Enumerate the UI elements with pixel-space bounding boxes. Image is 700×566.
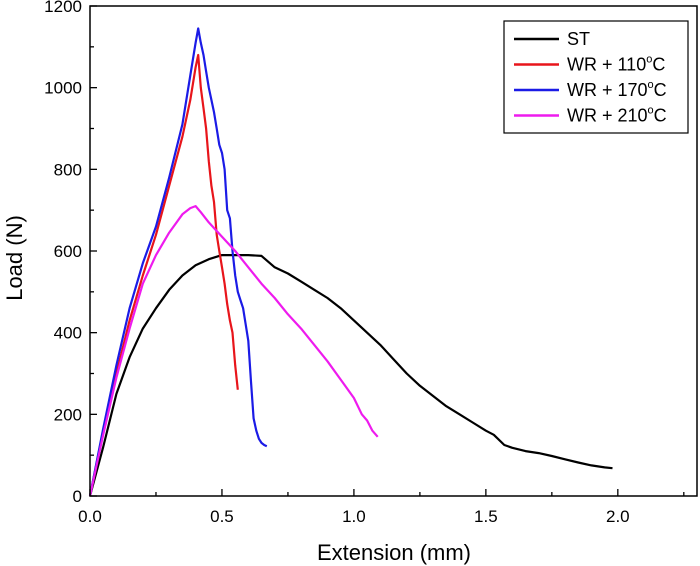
y-tick-label: 200 [54,405,82,424]
x-tick-label: 2.0 [606,507,630,526]
axes-layer: 0.0 0.5 1.0 1.5 2.0 0 200 400 600 800 1000 1200 [44,0,698,526]
series-line-1 [88,53,239,497]
y-axis-title: Load (N) [2,215,27,301]
legend: ST WR + 110oC WR + 170oC WR + 210oC [503,20,689,134]
y-tick-label: 1000 [44,79,82,98]
y-tick-label: 0 [73,487,82,506]
series-line-2 [88,27,268,497]
legend-label-3: WR + 210oC [567,105,667,126]
x-axis-title: Extension (mm) [317,540,471,565]
legend-label-1: WR + 110oC [567,54,665,75]
x-tick-label: 0.0 [78,507,102,526]
x-tick-label: 1.5 [474,507,498,526]
y-tick-label: 800 [54,160,82,179]
series-line-3 [88,205,379,497]
series-line-0 [88,254,613,497]
x-tick-label: 1.0 [342,507,366,526]
y-tick-label: 1200 [44,0,82,16]
x-tick-label: 0.5 [210,507,234,526]
legend-label-0: ST [567,29,590,49]
legend-label-2: WR + 170oC [567,79,667,100]
y-tick-label: 600 [54,242,82,261]
y-tick-label: 400 [54,324,82,343]
plot-layer [88,27,613,497]
